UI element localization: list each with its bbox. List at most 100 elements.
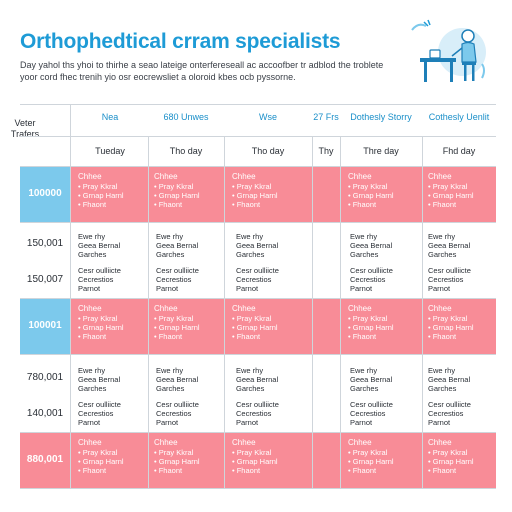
schedule-cell[interactable]: Cesr oulliicte Cecrestios Parnot <box>350 266 393 293</box>
cell-line: Grnap Harnl <box>78 457 124 466</box>
grid-line <box>20 136 496 137</box>
schedule-cell[interactable]: ChheePray KkralGrnap HarnlFhaont <box>154 172 200 209</box>
cell-line: Grnap Harnl <box>348 191 394 200</box>
cell-line: Cecrestios <box>236 275 272 284</box>
schedule-cell[interactable]: ChheePray KkralGrnap HarnlFhaont <box>348 172 394 209</box>
grid-line <box>20 104 496 105</box>
cell-line: Pray Kkral <box>78 182 124 191</box>
cell-line: Pray Kkral <box>232 314 278 323</box>
grid-line <box>422 136 423 488</box>
schedule-cell[interactable]: ChheePray KkralGrnap HarnlFhaont <box>78 304 124 341</box>
schedule-cell[interactable]: ChheePray KkralGrnap HarnlFhaont <box>428 304 474 341</box>
schedule-cell[interactable]: Ewe rhy Geea Bernal Garches <box>156 366 198 393</box>
schedule-cell[interactable]: ChheePray KkralGrnap HarnlFhaont <box>232 438 278 475</box>
schedule-cell[interactable]: ChheePray KkralGrnap HarnlFhaont <box>78 172 124 209</box>
schedule-cell[interactable]: ChheePray KkralGrnap HarnlFhaont <box>154 438 200 475</box>
row-header-label: Veter Trafers <box>10 118 40 139</box>
schedule-cell[interactable]: Cesr oulliicte Cecrestios Parnot <box>156 266 199 293</box>
cell-title: Chhee <box>78 172 102 181</box>
cell-line: Grnap Harnl <box>232 323 278 332</box>
cell-line: Cecrestios <box>428 409 464 418</box>
cell-line: Parnot <box>78 418 101 427</box>
cell-line: Garches <box>350 384 379 393</box>
schedule-cell[interactable]: Ewe rhy Geea Bernal Garches <box>78 232 120 259</box>
cell-line: Fhaont <box>78 200 124 209</box>
cell-line: Geea Bernal <box>156 375 199 384</box>
cell-title: Chhee <box>428 172 452 181</box>
cell-line: Ewe rhy <box>236 232 264 241</box>
schedule-cell[interactable]: Ewe rhy Geea Bernal Garches <box>428 366 470 393</box>
column-subheader: Tueday <box>95 146 125 156</box>
time-label: 880,001 <box>26 454 64 465</box>
schedule-cell[interactable]: Ewe rhy Geea Bernal Garches <box>236 232 278 259</box>
cell-line: Geea Bernal <box>78 241 121 250</box>
time-slot-highlight: 100000 <box>20 166 70 222</box>
cell-line: Cesr oulliicte <box>350 400 393 409</box>
schedule-cell[interactable]: ChheePray KkralGrnap HarnlFhaont <box>348 438 394 475</box>
schedule-cell[interactable]: Cesr oulliicte Cecrestios Parnot <box>78 400 121 427</box>
grid-line <box>20 298 496 299</box>
column-header: Dothesly Storry <box>350 112 412 122</box>
schedule-cell[interactable]: Cesr oulliicte Cecrestios Parnot <box>78 266 121 293</box>
cell-line: Geea Bernal <box>156 241 199 250</box>
schedule-cell[interactable]: Ewe rhy Geea Bernal Garches <box>428 232 470 259</box>
schedule-cell[interactable]: ChheePray KkralGrnap HarnlFhaont <box>428 438 474 475</box>
schedule-cell[interactable]: Ewe rhy Geea Bernal Garches <box>78 366 120 393</box>
column-header: 27 Frs <box>313 112 339 122</box>
cell-line: Pray Kkral <box>428 314 474 323</box>
column-subheader: Tho day <box>251 146 285 156</box>
time-label: 100001 <box>28 320 62 331</box>
cell-line: Grnap Harnl <box>78 191 124 200</box>
column-header: 680 Unwes <box>163 112 209 122</box>
cell-line: Fhaont <box>232 200 278 209</box>
schedule-cell[interactable]: ChheePray KkralGrnap HarnlFhaont <box>232 304 278 341</box>
schedule-cell[interactable]: Cesr oulliicte Cecrestios Parnot <box>156 400 199 427</box>
cell-line: Cesr oulliicte <box>350 266 393 275</box>
cell-line: Grnap Harnl <box>348 457 394 466</box>
schedule-cell[interactable]: Ewe rhy Geea Bernal Garches <box>156 232 198 259</box>
grid-line <box>20 432 496 433</box>
schedule-cell[interactable]: ChheePray KkralGrnap HarnlFhaont <box>232 172 278 209</box>
cell-line: Fhaont <box>78 332 124 341</box>
grid-line <box>340 136 341 488</box>
cell-line: Pray Kkral <box>428 182 474 191</box>
cell-line: Garches <box>236 384 265 393</box>
cell-line: Garches <box>350 250 379 259</box>
cell-line: Pray Kkral <box>154 182 200 191</box>
cell-title: Chhee <box>232 304 256 313</box>
cell-line: Cecrestios <box>350 275 386 284</box>
cell-line: Pray Kkral <box>154 448 200 457</box>
cell-line: Grnap Harnl <box>428 323 474 332</box>
schedule-cell[interactable]: ChheePray KkralGrnap HarnlFhaont <box>348 304 394 341</box>
schedule-cell[interactable]: Cesr oulliicte Cecrestios Parnot <box>236 400 279 427</box>
schedule-cell[interactable]: Cesr oulliicte Cecrestios Parnot <box>428 266 471 293</box>
cell-line: Pray Kkral <box>348 314 394 323</box>
grid-line <box>312 136 313 488</box>
schedule-cell[interactable]: Ewe rhy Geea Bernal Garches <box>236 366 278 393</box>
time-label: 150,001 <box>26 238 64 249</box>
cell-line: Grnap Harnl <box>154 323 200 332</box>
cell-line: Grnap Harnl <box>348 323 394 332</box>
column-subheader: Thy <box>318 146 334 156</box>
cell-line: Ewe rhy <box>78 366 106 375</box>
cell-line: Parnot <box>428 284 451 293</box>
schedule-cell[interactable]: ChheePray KkralGrnap HarnlFhaont <box>154 304 200 341</box>
schedule-cell[interactable]: Cesr oulliicte Cecrestios Parnot <box>428 400 471 427</box>
schedule-cell[interactable]: ChheePray KkralGrnap HarnlFhaont <box>78 438 124 475</box>
cell-line: Fhaont <box>232 466 278 475</box>
column-header: Cothesly Uenlit <box>428 112 490 122</box>
cell-line: Cesr oulliicte <box>428 400 471 409</box>
cell-line: Garches <box>236 250 265 259</box>
schedule-cell[interactable]: Cesr oulliicte Cecrestios Parnot <box>236 266 279 293</box>
schedule-cell[interactable]: Ewe rhy Geea Bernal Garches <box>350 232 392 259</box>
cell-line: Ewe rhy <box>428 366 456 375</box>
schedule-cell[interactable]: Cesr oulliicte Cecrestios Parnot <box>350 400 393 427</box>
schedule-cell[interactable]: Ewe rhy Geea Bernal Garches <box>350 366 392 393</box>
grid-line <box>20 222 496 223</box>
cell-line: Cesr oulliicte <box>156 400 199 409</box>
cell-line: Geea Bernal <box>78 375 121 384</box>
grid-line <box>20 354 496 355</box>
cell-line: Pray Kkral <box>348 182 394 191</box>
cell-line: Parnot <box>236 418 259 427</box>
schedule-cell[interactable]: ChheePray KkralGrnap HarnlFhaont <box>428 172 474 209</box>
